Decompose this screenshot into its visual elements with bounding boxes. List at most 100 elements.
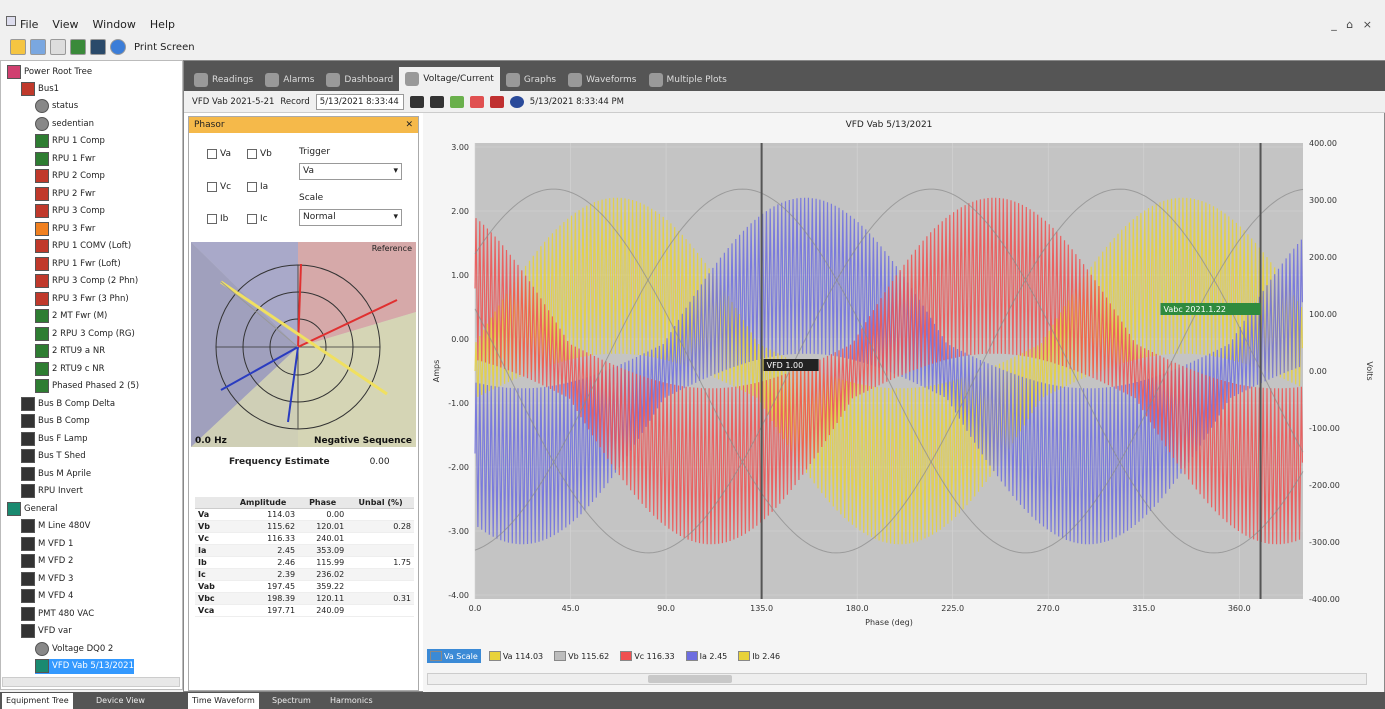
- tree-item[interactable]: M Line 480V: [21, 519, 91, 534]
- globe-icon[interactable]: [509, 95, 524, 108]
- table-cell: Ia: [195, 544, 229, 557]
- tree-item[interactable]: RPU 2 Fwr: [35, 186, 95, 201]
- tree-item[interactable]: status: [35, 99, 78, 114]
- doc-tab[interactable]: Multiple Plots: [643, 69, 733, 91]
- tree-item[interactable]: 2 RTU9 c NR: [35, 361, 105, 376]
- grid-icon[interactable]: [90, 39, 106, 55]
- tree-scrollbar[interactable]: [2, 677, 180, 687]
- tree-item[interactable]: RPU 3 Fwr (3 Phn): [35, 291, 129, 306]
- scale-select[interactable]: Normal ▾: [299, 209, 402, 226]
- print-icon[interactable]: [110, 39, 126, 55]
- tree-item[interactable]: Bus B Comp: [21, 414, 90, 429]
- save-icon[interactable]: [30, 39, 46, 55]
- y-tick-label: -3.00: [448, 527, 469, 536]
- tree-item[interactable]: Bus M Aprile: [21, 466, 91, 481]
- bottom-tab[interactable]: Harmonics: [330, 696, 373, 705]
- menu-view[interactable]: View: [52, 17, 79, 31]
- tree-item[interactable]: RPU 3 Comp (2 Phn): [35, 274, 138, 289]
- app-icon[interactable]: [6, 16, 16, 26]
- table-cell: 120.11: [298, 592, 348, 605]
- close-icon[interactable]: ✕: [405, 120, 413, 130]
- chart-legend: Va Scale Va 114.03 Vb 115.62 Vc 116.33 Ia 2.…: [427, 649, 783, 663]
- tree-item[interactable]: VFD Vab 5/13/2021: [35, 658, 134, 674]
- menu-file[interactable]: File: [20, 17, 39, 31]
- table-cell: 115.99: [298, 556, 348, 569]
- phasor-corner-br: Negative Sequence: [314, 436, 412, 446]
- legend-item[interactable]: Va Scale: [427, 649, 481, 663]
- tree-item[interactable]: Bus1: [21, 81, 59, 96]
- tree-item[interactable]: RPU 3 Fwr: [35, 221, 95, 236]
- tree-item[interactable]: RPU Invert: [21, 484, 83, 499]
- tree-item[interactable]: PMT 480 VAC: [21, 606, 94, 621]
- tree-item[interactable]: RPU 2 Comp: [35, 169, 105, 184]
- check-vc[interactable]: Vc: [207, 182, 231, 192]
- marker-icon[interactable]: [489, 95, 504, 108]
- check-va[interactable]: Va: [207, 149, 231, 159]
- tree-item[interactable]: RPU 1 Comp: [35, 134, 105, 149]
- legend-item[interactable]: Vc 116.33: [617, 649, 677, 663]
- legend-item[interactable]: Ia 2.45: [683, 649, 731, 663]
- tree-item[interactable]: RPU 1 COMV (Loft): [35, 239, 131, 254]
- tree-item[interactable]: RPU 3 Comp: [35, 204, 105, 219]
- tree-root[interactable]: Power Root Tree: [7, 64, 92, 79]
- open-icon[interactable]: [10, 39, 26, 55]
- legend-item[interactable]: Ib 2.46: [735, 649, 783, 663]
- zoom-icon[interactable]: [449, 95, 464, 108]
- check-ib[interactable]: Ib: [207, 214, 228, 224]
- tree-item[interactable]: RPU 1 Fwr: [35, 151, 95, 166]
- bottom-tab[interactable]: Device View: [96, 696, 145, 705]
- tree-node-icon: [35, 256, 49, 271]
- next-icon[interactable]: [429, 95, 444, 108]
- trigger-select[interactable]: Va ▾: [299, 163, 402, 180]
- prev-icon[interactable]: [409, 95, 424, 108]
- tree-item[interactable]: M VFD 2: [21, 554, 73, 569]
- table-cell: [347, 568, 414, 581]
- tree-node-icon: [35, 641, 49, 656]
- cut-icon[interactable]: [50, 39, 66, 55]
- table-cell: Ic: [195, 568, 229, 581]
- tree-item[interactable]: Bus T Shed: [21, 449, 86, 464]
- tree-item[interactable]: Bus F Lamp: [21, 431, 88, 446]
- check-ia[interactable]: Ia: [247, 182, 268, 192]
- doc-tab[interactable]: Waveforms: [562, 69, 642, 91]
- check-ic[interactable]: Ic: [247, 214, 268, 224]
- print-screen-button[interactable]: Print Screen: [134, 41, 195, 53]
- document-tabs: Readings Alarms Dashboard Voltage/Current Gr…: [184, 61, 1385, 91]
- chart-icon[interactable]: [70, 39, 86, 55]
- record-select[interactable]: 5/13/2021 8:33:44: [315, 93, 404, 110]
- menu-window[interactable]: Window: [92, 17, 136, 31]
- tree-item[interactable]: M VFD 3: [21, 571, 73, 586]
- tree-item[interactable]: 2 RTU9 a NR: [35, 344, 105, 359]
- tree-node-icon: [35, 239, 49, 253]
- tree-item[interactable]: Bus B Comp Delta: [21, 396, 115, 411]
- tree-item[interactable]: 2 MT Fwr (M): [35, 309, 107, 324]
- doc-tab[interactable]: Voltage/Current: [399, 67, 500, 91]
- check-vb[interactable]: Vb: [247, 149, 272, 159]
- x-tick-label: 315.0: [1132, 604, 1155, 613]
- tree-item[interactable]: RPU 1 Fwr (Loft): [35, 256, 121, 271]
- table-cell: 120.01: [298, 520, 348, 533]
- doc-tab[interactable]: Graphs: [500, 69, 562, 91]
- tree-item[interactable]: M VFD 4: [21, 589, 73, 604]
- tree-item[interactable]: General: [7, 501, 58, 516]
- tree-item[interactable]: Phased Phased 2 (5): [35, 379, 139, 394]
- legend-item[interactable]: Va 114.03: [486, 649, 546, 663]
- doc-tab[interactable]: Dashboard: [320, 69, 399, 91]
- scroll-thumb[interactable]: [648, 675, 732, 683]
- menu-help[interactable]: Help: [149, 17, 175, 31]
- legend-item[interactable]: Vb 115.62: [551, 649, 612, 663]
- bottom-tab[interactable]: Spectrum: [272, 696, 311, 705]
- window-controls[interactable]: _ ⌂ ×: [1331, 18, 1375, 31]
- bottom-tab[interactable]: Time Waveform: [188, 693, 259, 709]
- tree-item[interactable]: M VFD 1: [21, 536, 73, 551]
- tree-item[interactable]: sedentian: [35, 116, 94, 131]
- tree-item[interactable]: Voltage DQ0 2: [35, 641, 113, 656]
- chart-scrollbar[interactable]: [427, 673, 1367, 685]
- cursor-icon[interactable]: [469, 95, 484, 108]
- doc-tab[interactable]: Readings: [188, 69, 259, 91]
- tree-item[interactable]: VFD var: [21, 624, 72, 639]
- tree-item[interactable]: 2 RPU 3 Comp (RG): [35, 326, 135, 341]
- bottom-tab[interactable]: Equipment Tree: [2, 693, 73, 709]
- table-cell: 359.22: [298, 580, 348, 593]
- doc-tab[interactable]: Alarms: [259, 69, 320, 91]
